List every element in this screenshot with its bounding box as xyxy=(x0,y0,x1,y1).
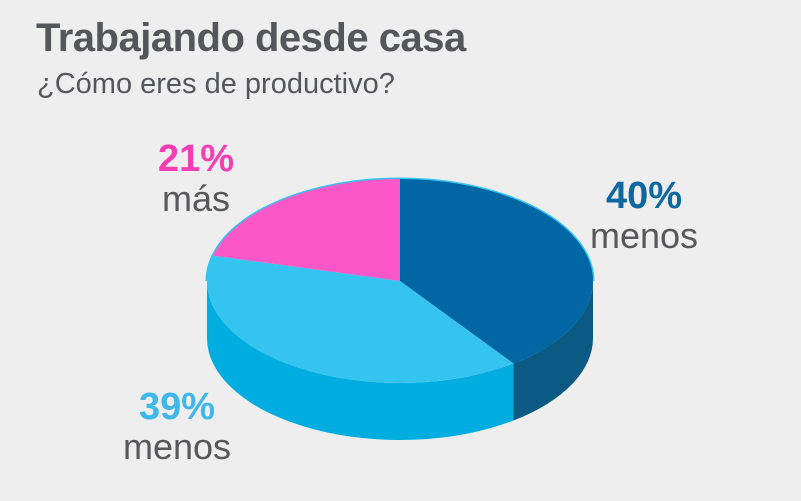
pie-label-mas-21: 21% más xyxy=(96,138,296,220)
pie-label-word: menos xyxy=(589,215,699,257)
pie-slice-top-21 xyxy=(213,179,400,281)
pie-slice-side-39 xyxy=(207,281,514,440)
pie-label-menos-39: 39% menos xyxy=(77,386,277,468)
pie-label-pct: 40% xyxy=(605,175,683,217)
pie-label-menos-40: 40% menos xyxy=(544,175,744,257)
pie-slice-top-40 xyxy=(400,179,593,364)
page-title: Trabajando desde casa xyxy=(36,16,466,60)
pie-label-word: más xyxy=(161,178,230,220)
pie-label-pct: 21% xyxy=(157,138,235,180)
pie-label-word: menos xyxy=(122,426,232,468)
pie-slice-side-40 xyxy=(513,281,593,421)
header: Trabajando desde casa ¿Cómo eres de prod… xyxy=(36,16,466,101)
pie-label-pct: 39% xyxy=(138,386,216,428)
pie-slice-top-39 xyxy=(206,255,514,384)
page-subtitle: ¿Cómo eres de productivo? xyxy=(37,68,395,100)
